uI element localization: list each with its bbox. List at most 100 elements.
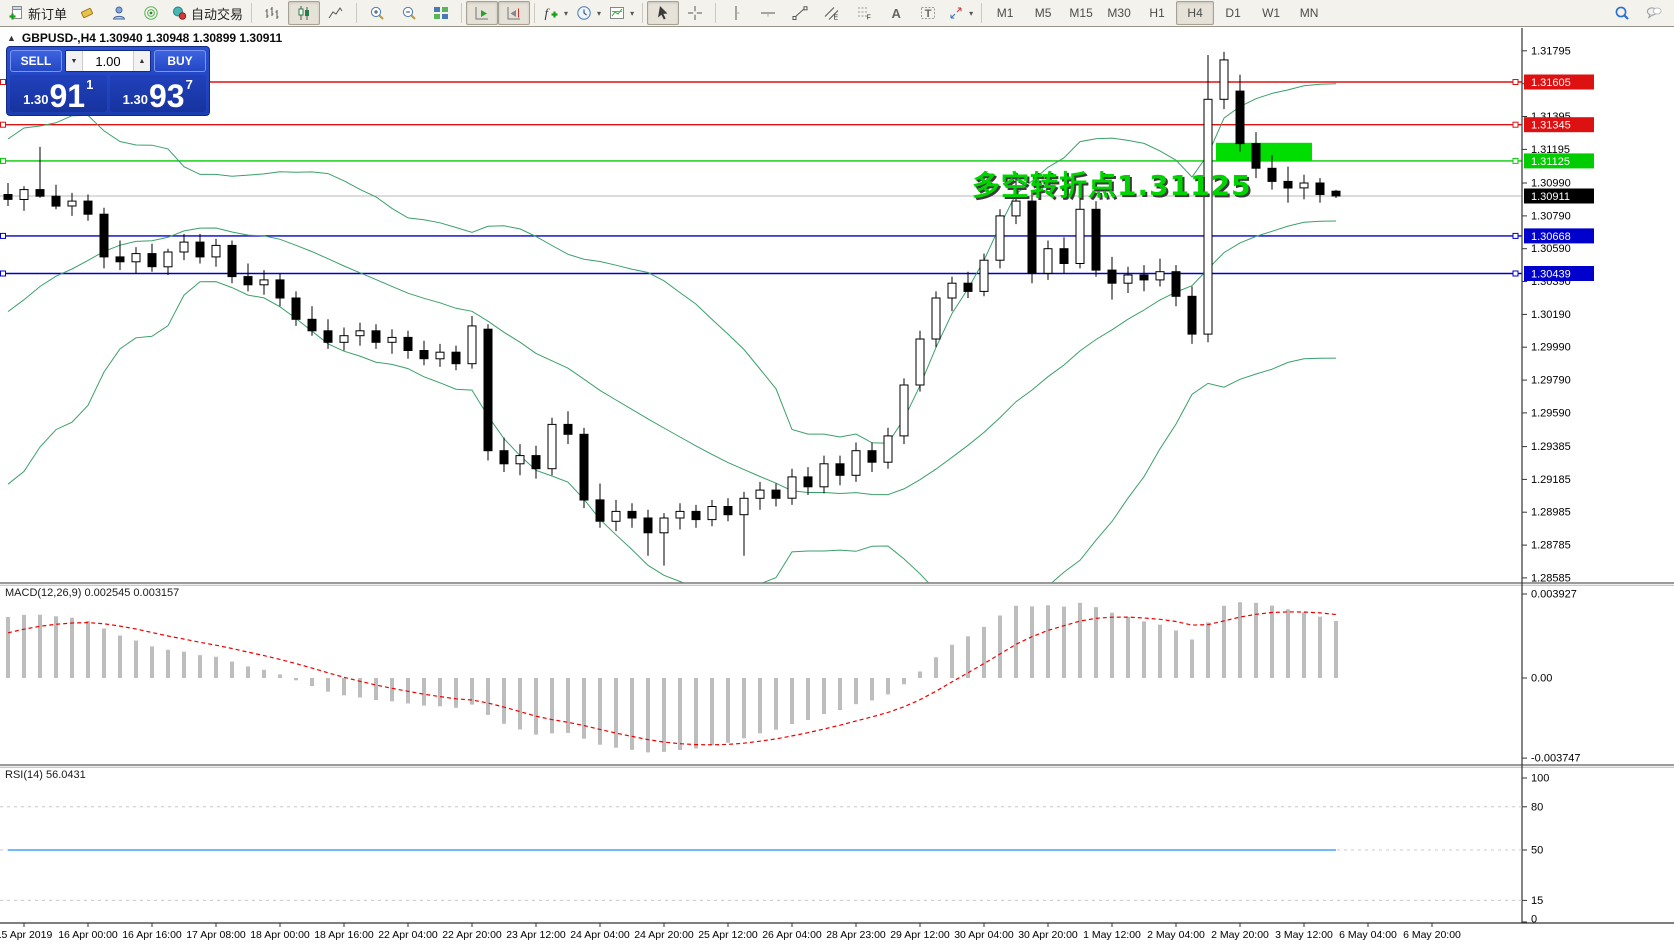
candle bbox=[1027, 200, 1037, 274]
rsi-axis-label: 15 bbox=[1531, 895, 1543, 907]
trend-line-button[interactable] bbox=[784, 1, 816, 25]
candle bbox=[355, 330, 365, 337]
candle bbox=[275, 279, 285, 299]
candle bbox=[675, 510, 685, 519]
price-tick-label: 1.31195 bbox=[1531, 144, 1570, 156]
candle bbox=[755, 489, 765, 499]
chart-title-text: GBPUSD-,H4 1.30940 1.30948 1.30899 1.309… bbox=[21, 31, 283, 45]
sell-price-pip: 1 bbox=[86, 77, 94, 92]
collapse-panel-icon[interactable]: ▲ bbox=[7, 33, 16, 43]
timeframe-m1-button[interactable]: M1 bbox=[996, 6, 1014, 20]
sell-button[interactable]: SELL bbox=[10, 50, 62, 72]
fibonacci-button[interactable]: F bbox=[848, 1, 880, 25]
candle bbox=[323, 330, 333, 343]
sell-price-display[interactable]: 1.30 91 1 bbox=[10, 75, 107, 112]
timeframe-m30-button[interactable]: M30 bbox=[1107, 6, 1131, 20]
vertical-line-button[interactable] bbox=[720, 1, 752, 25]
chevron-down-icon: ▾ bbox=[564, 8, 569, 18]
date-tick-label: 2 May 04:00 bbox=[1147, 929, 1205, 941]
profile-button[interactable] bbox=[103, 1, 135, 25]
date-tick-label: 6 May 04:00 bbox=[1339, 929, 1397, 941]
volume-increase-button[interactable]: ▲ bbox=[133, 51, 150, 71]
chat-button[interactable] bbox=[1638, 1, 1670, 25]
candle bbox=[403, 336, 413, 351]
search-button[interactable] bbox=[1606, 1, 1638, 25]
candle bbox=[339, 335, 349, 343]
auto-scroll-button[interactable] bbox=[466, 1, 499, 25]
timeframe-m15-button[interactable]: M15 bbox=[1069, 6, 1093, 20]
search-icon bbox=[1614, 5, 1630, 21]
candle bbox=[867, 450, 877, 463]
date-tick-label: 18 Apr 00:00 bbox=[250, 929, 310, 941]
candle bbox=[131, 253, 141, 263]
profile-icon bbox=[111, 5, 127, 21]
eraser-button[interactable] bbox=[71, 1, 103, 25]
candles-layer bbox=[3, 51, 1341, 566]
date-tick-label: 24 Apr 04:00 bbox=[570, 929, 630, 941]
bar-chart-icon bbox=[264, 5, 280, 21]
candle bbox=[659, 517, 669, 534]
line-chart-button[interactable] bbox=[320, 1, 352, 25]
date-tick-label: 24 Apr 20:00 bbox=[634, 929, 694, 941]
candle bbox=[83, 200, 93, 215]
candle bbox=[579, 433, 589, 501]
timeframe-d1-button[interactable]: D1 bbox=[1225, 6, 1241, 20]
chart-shift-button[interactable] bbox=[498, 1, 531, 25]
price-tick-label: 1.28985 bbox=[1531, 507, 1571, 519]
indicators-icon: f bbox=[543, 5, 559, 21]
candle bbox=[707, 506, 717, 521]
horizontal-line-button[interactable] bbox=[752, 1, 784, 25]
autotrade-button[interactable]: 自动交易 bbox=[167, 1, 247, 25]
text-button[interactable]: A bbox=[880, 1, 912, 25]
signals-button[interactable] bbox=[135, 1, 167, 25]
date-tick-label: 3 May 12:00 bbox=[1275, 929, 1333, 941]
price-tick-label: 1.30190 bbox=[1531, 309, 1571, 321]
bar-chart-button[interactable] bbox=[256, 1, 288, 25]
cursor-button[interactable] bbox=[647, 1, 680, 25]
crosshair-button[interactable] bbox=[679, 1, 711, 25]
arrows-button[interactable]: ▾ bbox=[944, 1, 977, 25]
buy-button[interactable]: BUY bbox=[154, 50, 206, 72]
new-order-button[interactable]: 新订单 bbox=[4, 1, 71, 25]
periods-button[interactable]: ▾ bbox=[572, 1, 605, 25]
crosshair-icon bbox=[687, 5, 703, 21]
chevron-down-icon: ▾ bbox=[630, 8, 635, 18]
toolbar-separator bbox=[715, 3, 717, 23]
macd-axis-label: 0.003927 bbox=[1531, 589, 1577, 601]
candlestick-button[interactable] bbox=[288, 1, 321, 25]
indicators-button[interactable]: f ▾ bbox=[539, 1, 572, 25]
timeframe-mn-button[interactable]: MN bbox=[1299, 6, 1319, 20]
text-label-button[interactable]: T bbox=[912, 1, 944, 25]
candle bbox=[531, 455, 541, 470]
volume-stepper: ▼ ▲ bbox=[65, 50, 151, 72]
candle bbox=[307, 318, 317, 332]
trend-line-icon bbox=[792, 5, 808, 21]
zoom-out-button[interactable] bbox=[393, 1, 425, 25]
buy-price-display[interactable]: 1.30 93 7 bbox=[109, 75, 206, 115]
price-badge-label: 1.31345 bbox=[1531, 120, 1571, 132]
channel-button[interactable]: E bbox=[816, 1, 848, 25]
price-tick-label: 1.31795 bbox=[1531, 45, 1571, 57]
timeframe-w1-button[interactable]: W1 bbox=[1262, 6, 1281, 20]
price-tick-label: 1.29990 bbox=[1531, 342, 1571, 354]
volume-input[interactable] bbox=[83, 51, 133, 71]
candle bbox=[595, 499, 605, 522]
buy-price-big: 93 bbox=[148, 78, 185, 115]
candle bbox=[627, 510, 637, 519]
timeframe-h1-button[interactable]: H1 bbox=[1149, 6, 1165, 20]
price-tick-label: 1.30590 bbox=[1531, 243, 1571, 255]
templates-button[interactable]: ▾ bbox=[605, 1, 638, 25]
candle bbox=[115, 256, 125, 263]
timeframe-m5-button[interactable]: M5 bbox=[1034, 6, 1052, 20]
volume-decrease-button[interactable]: ▼ bbox=[66, 51, 83, 71]
rectangle-object[interactable] bbox=[1216, 142, 1312, 161]
zoom-in-button[interactable] bbox=[361, 1, 393, 25]
signal-icon bbox=[143, 5, 159, 21]
tile-windows-button[interactable] bbox=[425, 1, 457, 25]
candle bbox=[259, 279, 269, 286]
timeframe-h4-button[interactable]: H4 bbox=[1176, 1, 1215, 25]
chart-annotation[interactable]: 多空转折点1.31125 bbox=[972, 169, 1252, 202]
rsi-axis-label: 50 bbox=[1531, 845, 1543, 857]
candle bbox=[995, 215, 1005, 261]
